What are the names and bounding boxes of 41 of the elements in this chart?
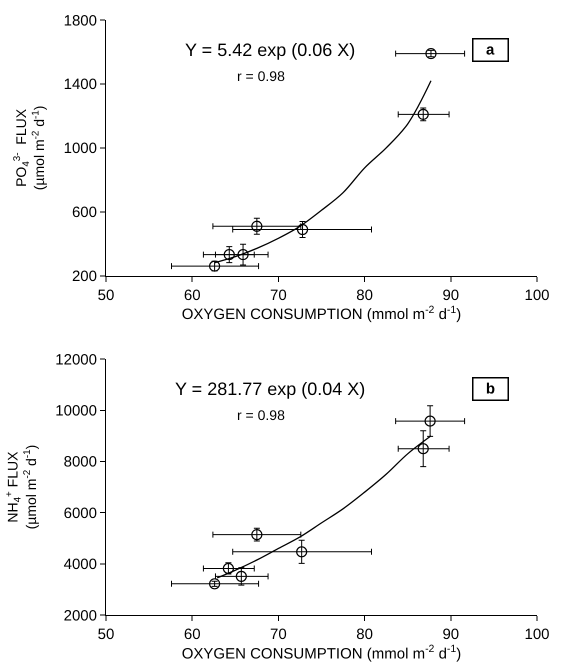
y-tick-label: 10000: [55, 402, 97, 420]
x-tick-label: 80: [356, 626, 373, 643]
y-tick-label: 2000: [64, 607, 97, 624]
point: [425, 48, 437, 60]
x-tick-label: 90: [442, 626, 460, 643]
x-tick-label: 80: [356, 286, 373, 304]
x-tick-label: 70: [270, 286, 287, 304]
annotation: r = 0.98: [237, 407, 286, 423]
y-tick-label: 600: [72, 204, 97, 222]
point: [224, 248, 235, 260]
annotation: a: [486, 42, 495, 58]
y-tick-label: 4000: [64, 556, 97, 574]
y-tick-label: 1000: [64, 140, 97, 158]
x-tick-label: 100: [524, 286, 550, 304]
x-tick-label: 60: [184, 626, 201, 643]
point: [236, 570, 247, 582]
annotation: Y = 281.77 exp (0.04 X): [175, 379, 366, 399]
y-tick-label: 200: [72, 268, 97, 286]
point: [296, 224, 308, 236]
point: [424, 415, 436, 427]
point: [237, 248, 249, 260]
x-tick-label: 60: [184, 286, 201, 304]
y-tick-label: 1400: [64, 76, 97, 94]
point: [251, 220, 262, 232]
y-tick-label: 8000: [64, 454, 97, 471]
x-tick-label: 100: [524, 626, 550, 643]
x-axis-title: OXYGEN CONSUMPTION (mmol m$^{-2}$ d$^{-1}$): [182, 643, 462, 662]
y-tick-label: 1800: [64, 12, 97, 30]
annotation: Y = 5.42 exp (0.06 X): [185, 40, 356, 60]
y-tick-label: 12000: [55, 351, 97, 368]
point: [418, 443, 429, 454]
y-tick-label: 6000: [64, 504, 97, 522]
x-tick-label: 70: [270, 626, 287, 643]
point: [296, 546, 308, 558]
annotation: b: [486, 380, 496, 398]
x-tick-label: 50: [98, 626, 114, 643]
point: [209, 578, 220, 590]
x-tick-label: 90: [442, 286, 460, 304]
x-tick-label: 50: [98, 286, 114, 304]
x-axis-title: OXYGEN CONSUMPTION (mmol m$^{-2}$ d$^{-1}$): [182, 304, 462, 324]
annotation: r = 0.98: [237, 68, 286, 84]
